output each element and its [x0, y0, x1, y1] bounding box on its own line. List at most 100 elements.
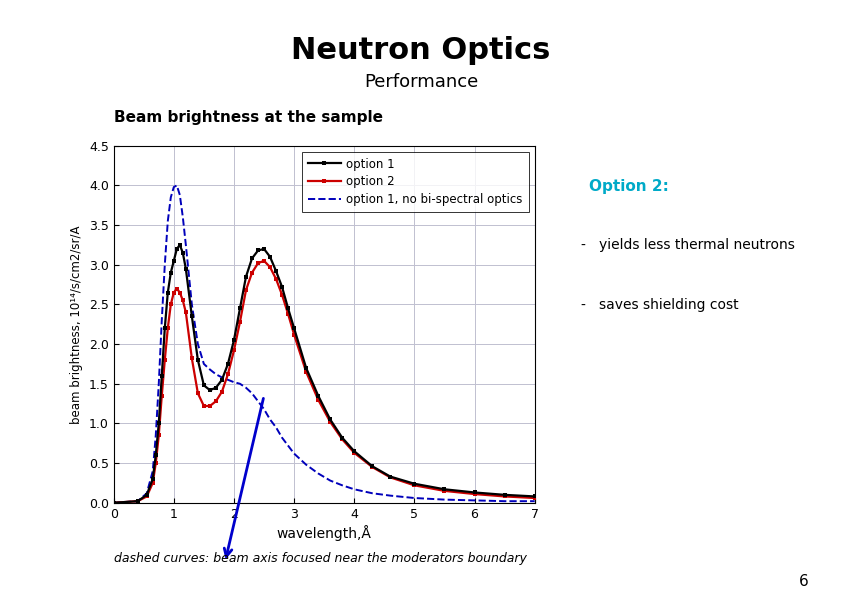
option 1	[367, 463, 377, 470]
option 1	[440, 486, 450, 493]
option 1	[247, 255, 257, 262]
Text: -   yields less thermal neutrons: - yields less thermal neutrons	[581, 238, 795, 252]
Line: option 2: option 2	[112, 259, 536, 505]
option 1	[199, 382, 209, 389]
option 1, no bi-spectral optics	[265, 416, 275, 423]
option 2	[154, 432, 164, 439]
option 1, no bi-spectral optics	[253, 397, 263, 405]
option 1	[277, 283, 287, 290]
option 1, no bi-spectral optics	[386, 492, 396, 499]
option 2	[325, 418, 335, 425]
option 2	[271, 275, 281, 283]
option 1, no bi-spectral optics	[109, 499, 119, 506]
option 1	[349, 447, 360, 455]
option 2	[337, 436, 347, 443]
option 2	[367, 464, 377, 471]
option 1, no bi-spectral optics	[187, 301, 197, 308]
option 2	[313, 396, 323, 403]
option 1, no bi-spectral optics	[223, 376, 233, 383]
option 2	[289, 331, 299, 338]
option 1	[178, 249, 188, 256]
option 1	[109, 499, 119, 506]
option 1	[289, 325, 299, 332]
option 1, no bi-spectral optics	[154, 380, 164, 387]
Text: Beam brightness at the sample: Beam brightness at the sample	[114, 110, 382, 125]
option 1, no bi-spectral optics	[470, 497, 480, 504]
option 1	[265, 253, 275, 261]
option 2	[470, 490, 480, 497]
option 1, no bi-spectral optics	[178, 214, 188, 221]
option 1, no bi-spectral optics	[217, 374, 227, 381]
option 2	[193, 390, 203, 397]
option 1	[172, 245, 182, 252]
Line: option 1: option 1	[112, 243, 536, 505]
option 2	[229, 347, 239, 354]
option 2	[277, 292, 287, 299]
option 2	[133, 497, 143, 505]
option 1, no bi-spectral optics	[229, 378, 239, 386]
option 1, no bi-spectral optics	[313, 470, 323, 477]
option 1	[193, 356, 203, 364]
option 2	[151, 459, 161, 466]
option 1	[160, 325, 170, 332]
option 1, no bi-spectral optics	[199, 361, 209, 368]
Text: Neutron Optics: Neutron Optics	[291, 36, 551, 65]
option 1	[141, 491, 152, 499]
option 2	[166, 301, 176, 308]
option 1	[241, 273, 251, 280]
option 1, no bi-spectral optics	[166, 194, 176, 201]
option 1, no bi-spectral optics	[160, 261, 170, 268]
option 2	[109, 499, 119, 506]
option 2	[440, 487, 450, 494]
option 2	[301, 368, 312, 375]
option 1	[337, 434, 347, 441]
option 1	[409, 480, 419, 487]
option 1, no bi-spectral optics	[530, 497, 540, 505]
option 1, no bi-spectral optics	[163, 218, 173, 225]
option 1	[386, 473, 396, 480]
option 1, no bi-spectral optics	[205, 366, 215, 373]
option 2	[235, 318, 245, 325]
option 1, no bi-spectral optics	[147, 468, 157, 475]
Text: 6: 6	[798, 574, 808, 589]
option 1	[151, 452, 161, 459]
option 1	[163, 289, 173, 296]
Text: -   saves shielding cost: - saves shielding cost	[581, 298, 738, 312]
option 2	[199, 402, 209, 409]
option 1, no bi-spectral optics	[277, 434, 287, 441]
option 1	[259, 245, 269, 252]
option 2	[283, 311, 293, 318]
option 2	[259, 257, 269, 264]
option 1	[187, 313, 197, 320]
option 1, no bi-spectral optics	[499, 497, 509, 505]
option 1, no bi-spectral optics	[151, 432, 161, 439]
option 1, no bi-spectral optics	[283, 442, 293, 449]
option 2	[247, 269, 257, 276]
option 2	[157, 392, 167, 399]
option 2	[205, 402, 215, 409]
option 1	[229, 337, 239, 344]
option 2	[409, 482, 419, 489]
option 1, no bi-spectral optics	[235, 380, 245, 387]
option 1	[217, 376, 227, 383]
option 1, no bi-spectral optics	[247, 390, 257, 397]
option 2	[349, 449, 360, 456]
option 2	[147, 480, 157, 487]
option 1, no bi-spectral optics	[133, 497, 143, 505]
option 2	[187, 355, 197, 362]
option 1, no bi-spectral optics	[325, 477, 335, 484]
option 2	[163, 325, 173, 332]
option 1, no bi-spectral optics	[241, 384, 251, 392]
option 1, no bi-spectral optics	[168, 183, 179, 190]
option 1	[253, 247, 263, 254]
option 2	[386, 474, 396, 481]
option 1, no bi-spectral optics	[409, 494, 419, 502]
option 1, no bi-spectral optics	[271, 424, 281, 431]
Y-axis label: beam brightness, 10¹⁴/s/cm2/sr/A: beam brightness, 10¹⁴/s/cm2/sr/A	[70, 225, 83, 424]
option 2	[141, 493, 152, 500]
option 2	[530, 494, 540, 502]
option 1, no bi-spectral optics	[141, 490, 152, 497]
option 1, no bi-spectral optics	[440, 496, 450, 503]
option 1	[147, 475, 157, 483]
Text: dashed curves: beam axis focused near the moderators boundary: dashed curves: beam axis focused near th…	[114, 552, 526, 565]
